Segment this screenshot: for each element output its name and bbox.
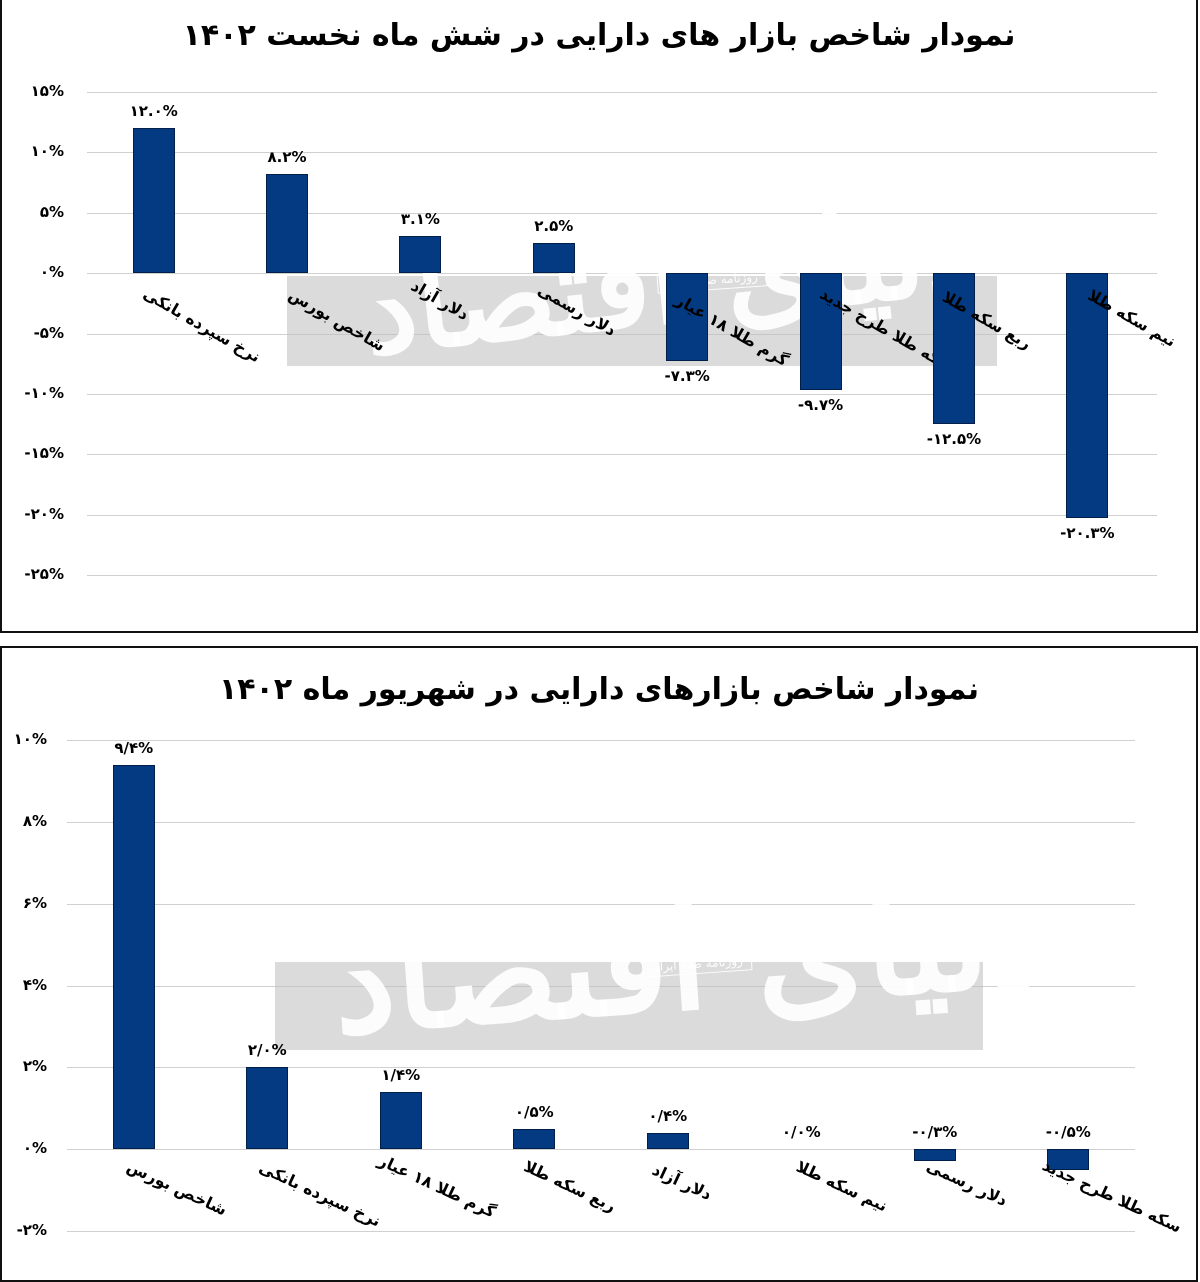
bar-value-label: ۳.۱% [400, 209, 440, 228]
y-axis-tick-label: ۶% [22, 893, 47, 912]
category-label: دلار رسمی [534, 280, 620, 340]
y-axis-tick-label: ۰% [39, 263, 64, 282]
bar [666, 273, 709, 362]
gridlines: ۱۵% ۱۰% ۵% ۰% -۵% -۱۰% -۱۵% -۲۰% -۲۵% [2, 0, 1196, 631]
gridline [67, 1149, 1135, 1151]
bar [112, 764, 155, 1150]
bar [532, 242, 575, 274]
bar [246, 1067, 289, 1150]
bar-value-label: ۱/۴% [381, 1065, 421, 1084]
chart-title: نمودار شاخص بازارهای دارایی در شهریور ما… [218, 672, 980, 707]
gridline [67, 1067, 1135, 1069]
category-label: دلار آزاد [649, 1160, 715, 1204]
gridline [67, 740, 1135, 741]
bar [132, 128, 175, 274]
y-axis-tick-label: ۱۵% [30, 82, 64, 100]
y-axis-tick-label: -۲۵% [24, 565, 64, 583]
gridline [87, 152, 1157, 154]
bar-value-label: -۲۰.۳% [1060, 524, 1115, 543]
gridline [87, 514, 1157, 516]
bar-value-label: ۰/۵% [514, 1102, 554, 1121]
category-label: دلار رسمی [923, 1156, 1011, 1210]
y-axis-tick-label: ۱۰% [30, 142, 64, 161]
y-axis-tick-label: ۸% [22, 811, 47, 830]
bar-value-label: ۱۲.۰% [129, 102, 178, 121]
bar-value-label: -۰/۵% [1045, 1123, 1091, 1142]
gridline [67, 1231, 1135, 1232]
bar-value-label: -۹.۷% [797, 396, 844, 415]
bar [399, 235, 442, 274]
bar-value-label: -۷.۳% [664, 367, 710, 386]
bar [932, 273, 975, 425]
y-axis-tick-label: ۰% [22, 1139, 47, 1158]
bars: ۹/۴% شاخص بورس ۲/۰% نرخ سپرده بانکی ۱/۴% گرم … [2, 648, 1196, 1280]
bar [799, 273, 842, 391]
bar-value-label: -۱۲.۵% [926, 430, 982, 449]
bar-value-label: ۰/۴% [648, 1106, 688, 1125]
bar [913, 1149, 956, 1162]
gridline [87, 92, 1157, 93]
y-axis-tick-label: -۱۵% [24, 444, 64, 463]
bar-value-label: ۸.۲% [267, 148, 307, 167]
bar [379, 1091, 422, 1150]
watermark: دنیای اقتصاد روزنامه صبح ایران [2, 648, 1196, 1280]
category-label: شاخص بورس [285, 284, 389, 356]
y-axis-tick-label: ۵% [39, 202, 64, 221]
y-axis-tick-label: ۱۰% [13, 730, 47, 748]
bar [646, 1132, 689, 1150]
y-axis-tick-label: -۲۰% [24, 504, 64, 523]
category-label: شاخص بورس [124, 1156, 230, 1220]
category-label: سکه طلا طرح جدید [1039, 1155, 1185, 1237]
gridline [87, 575, 1157, 576]
chart-title: نمودار شاخص بازار های دارایی در شش ماه ن… [182, 18, 1016, 53]
y-axis-tick-label: -۱۰% [24, 383, 64, 402]
gridline [67, 821, 1135, 823]
category-label: نرخ سپرده بانکی [256, 1157, 384, 1231]
watermark-band [275, 962, 983, 1050]
y-axis-tick-label: ۲% [22, 1057, 47, 1076]
gridline [67, 903, 1135, 905]
bar-value-label: ۹/۴% [114, 738, 154, 757]
bar-value-label: ۲/۰% [247, 1041, 287, 1060]
chart-panel-six-months: نمودار شاخص بازار های دارایی در شش ماه ن… [0, 0, 1198, 633]
bar [1066, 273, 1109, 519]
watermark-band [287, 276, 997, 366]
bar-value-label: ۰/۰% [781, 1123, 821, 1142]
category-label: ربع سکه طلا [521, 1156, 619, 1216]
gridline [87, 273, 1157, 275]
category-label: گرم طلا ۱۸ عیار [375, 1150, 499, 1222]
bar [1047, 1149, 1090, 1170]
chart-panel-shahrivar: نمودار شاخص بازارهای دارایی در شهریور ما… [0, 646, 1198, 1282]
gridline [87, 393, 1157, 395]
gridline [87, 212, 1157, 214]
bar [266, 174, 309, 274]
gridline [87, 454, 1157, 456]
category-label: نیم سکه طلا [793, 1156, 891, 1216]
bar [513, 1128, 556, 1150]
y-axis-tick-label: -۵% [33, 323, 64, 342]
category-label: دلار آزاد [407, 275, 473, 325]
y-axis-tick-label: ۴% [22, 975, 47, 994]
watermark: دنیای اقتصاد روزنامه صبح ایران [2, 0, 1196, 631]
y-axis-tick-label: -۲% [16, 1221, 47, 1239]
category-label: نرخ سپرده بانکی [140, 283, 264, 367]
bar-value-label: -۰/۳% [912, 1123, 958, 1142]
bars: ۱۲.۰% نرخ سپرده بانکی ۸.۲% شاخص بورس ۳.۱% دلا… [2, 0, 1196, 631]
bar-value-label: ۲.۵% [534, 216, 574, 235]
